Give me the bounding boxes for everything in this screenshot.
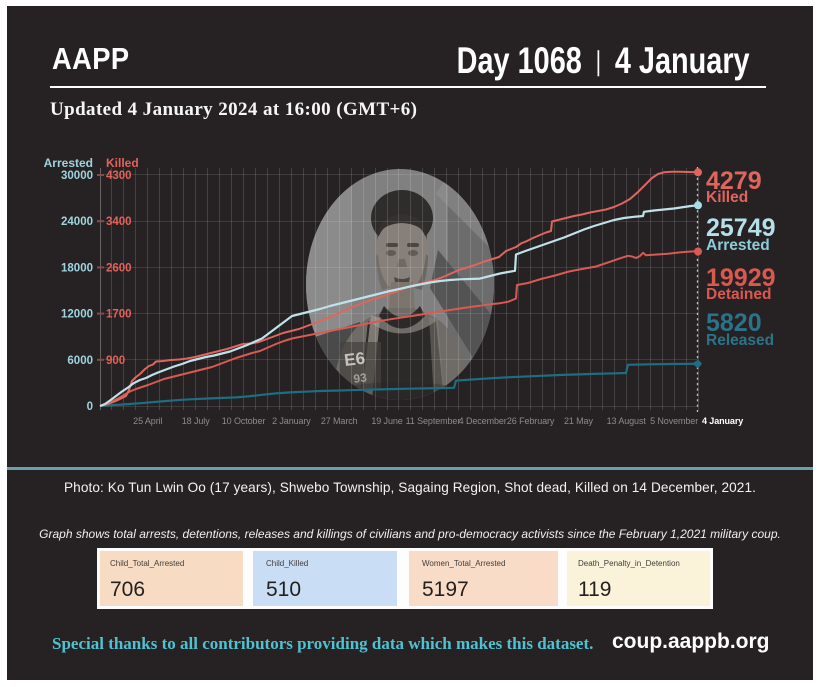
svg-text:27 March: 27 March bbox=[321, 416, 358, 426]
svg-text:4300: 4300 bbox=[106, 170, 132, 182]
svg-text:13 August: 13 August bbox=[607, 416, 647, 426]
svg-text:2 January: 2 January bbox=[272, 416, 311, 426]
svg-text:4 January: 4 January bbox=[702, 416, 743, 426]
svg-text:21 May: 21 May bbox=[564, 416, 594, 426]
svg-text:4 December: 4 December bbox=[459, 416, 507, 426]
svg-text:30000: 30000 bbox=[61, 170, 93, 182]
svg-text:11 September: 11 September bbox=[406, 416, 461, 426]
svg-text:24000: 24000 bbox=[61, 216, 93, 228]
svg-text:25 April: 25 April bbox=[133, 416, 162, 426]
svg-text:3400: 3400 bbox=[106, 216, 132, 228]
svg-text:6000: 6000 bbox=[67, 355, 93, 367]
svg-text:12000: 12000 bbox=[61, 309, 93, 321]
svg-text:E6: E6 bbox=[343, 349, 366, 370]
svg-text:5 November: 5 November bbox=[650, 416, 698, 426]
svg-text:900: 900 bbox=[106, 355, 125, 367]
svg-text:10 October: 10 October bbox=[222, 416, 266, 426]
svg-text:2600: 2600 bbox=[106, 262, 132, 274]
svg-text:18 July: 18 July bbox=[182, 416, 210, 426]
svg-text:Arrested: Arrested bbox=[44, 156, 93, 170]
svg-text:26 February: 26 February bbox=[507, 416, 555, 426]
svg-text:19 June: 19 June bbox=[371, 416, 402, 426]
svg-text:0: 0 bbox=[87, 401, 93, 413]
svg-text:18000: 18000 bbox=[61, 262, 93, 274]
svg-text:93: 93 bbox=[353, 370, 368, 386]
svg-text:Killed: Killed bbox=[106, 156, 139, 170]
svg-text:1700: 1700 bbox=[106, 309, 132, 321]
